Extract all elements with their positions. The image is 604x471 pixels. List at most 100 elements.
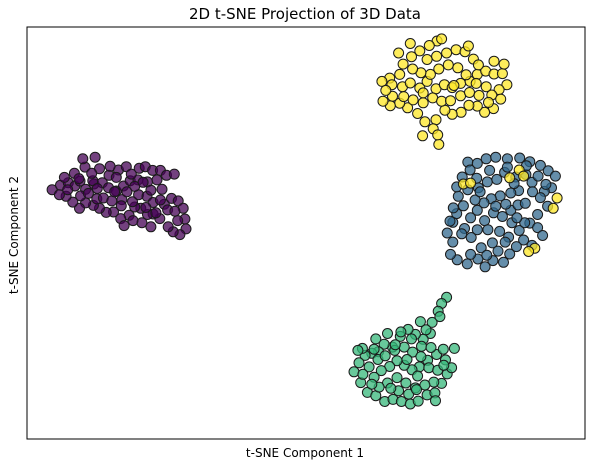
data-point — [421, 54, 433, 65]
series-4 — [376, 33, 563, 257]
data-point — [436, 33, 448, 45]
data-point — [379, 350, 391, 362]
data-point — [492, 245, 504, 257]
data-point — [447, 202, 459, 214]
data-point — [62, 184, 74, 196]
data-point — [465, 232, 477, 243]
data-point — [415, 351, 427, 363]
data-point — [547, 202, 559, 214]
data-point — [438, 359, 450, 371]
data-point — [484, 164, 496, 176]
data-point — [397, 58, 409, 70]
data-point — [74, 202, 85, 214]
data-point — [534, 159, 546, 171]
data-point — [491, 173, 503, 185]
data-point — [481, 249, 493, 261]
data-point — [417, 130, 429, 142]
data-point — [121, 186, 133, 198]
plot-area — [26, 26, 586, 440]
data-point — [352, 344, 364, 356]
data-point — [377, 95, 389, 107]
data-point — [419, 116, 431, 128]
data-point — [77, 153, 89, 165]
data-point — [104, 160, 116, 172]
data-point — [465, 248, 477, 260]
data-point — [469, 194, 481, 206]
data-point — [385, 382, 397, 394]
data-point — [452, 190, 464, 202]
data-point — [471, 224, 483, 236]
data-point — [110, 171, 122, 183]
data-point — [162, 221, 174, 233]
data-point — [537, 230, 549, 241]
data-point — [494, 225, 506, 237]
data-point — [496, 211, 508, 222]
data-point — [73, 173, 85, 185]
data-point — [82, 187, 94, 199]
data-point — [145, 184, 157, 196]
data-point — [125, 168, 137, 180]
data-point — [394, 68, 406, 80]
data-point — [519, 217, 531, 229]
data-point — [389, 339, 401, 351]
data-point — [448, 342, 460, 354]
series-2 — [441, 151, 561, 273]
data-point — [86, 167, 98, 179]
data-point — [393, 47, 405, 59]
data-point — [471, 204, 483, 216]
data-point — [115, 200, 127, 212]
data-point — [479, 261, 491, 273]
data-point — [479, 106, 491, 118]
data-point — [406, 333, 417, 345]
data-point — [549, 170, 561, 182]
data-point — [465, 177, 477, 189]
data-points — [46, 33, 563, 410]
series-3 — [348, 291, 460, 410]
data-point — [120, 161, 132, 173]
data-point — [401, 354, 413, 365]
data-point — [434, 311, 446, 323]
data-point — [442, 59, 454, 71]
data-point — [483, 96, 494, 108]
data-point — [448, 80, 460, 91]
data-point — [500, 198, 512, 210]
data-point — [498, 58, 510, 70]
data-point — [433, 63, 445, 75]
data-point — [475, 242, 487, 254]
data-point — [540, 178, 552, 190]
data-point — [501, 79, 513, 91]
data-point — [412, 395, 424, 407]
data-point — [504, 172, 516, 184]
y-axis-label: t-SNE Component 2 — [7, 176, 21, 294]
data-point — [140, 202, 152, 213]
data-point — [378, 338, 390, 350]
data-point — [154, 194, 166, 206]
data-point — [109, 186, 121, 198]
data-point — [53, 189, 65, 201]
data-point — [417, 87, 429, 99]
data-point — [479, 215, 491, 227]
data-point — [488, 55, 500, 67]
data-point — [353, 357, 365, 369]
data-point — [127, 196, 138, 208]
data-point — [368, 343, 380, 355]
data-point — [89, 151, 101, 163]
data-point — [460, 69, 472, 81]
data-point — [439, 104, 451, 116]
chart-title: 2D t-SNE Projection of 3D Data — [189, 5, 421, 23]
data-point — [464, 87, 475, 98]
data-point — [380, 84, 392, 96]
data-point — [91, 183, 103, 194]
data-point — [532, 209, 544, 220]
data-point — [480, 81, 492, 93]
data-point — [534, 192, 546, 204]
data-point — [471, 157, 483, 169]
data-point — [376, 75, 388, 87]
data-point — [407, 63, 419, 75]
data-point — [499, 236, 511, 248]
data-point — [416, 340, 427, 352]
data-point — [398, 91, 410, 103]
data-point — [490, 151, 502, 163]
data-point — [455, 106, 467, 118]
data-point — [464, 164, 476, 176]
